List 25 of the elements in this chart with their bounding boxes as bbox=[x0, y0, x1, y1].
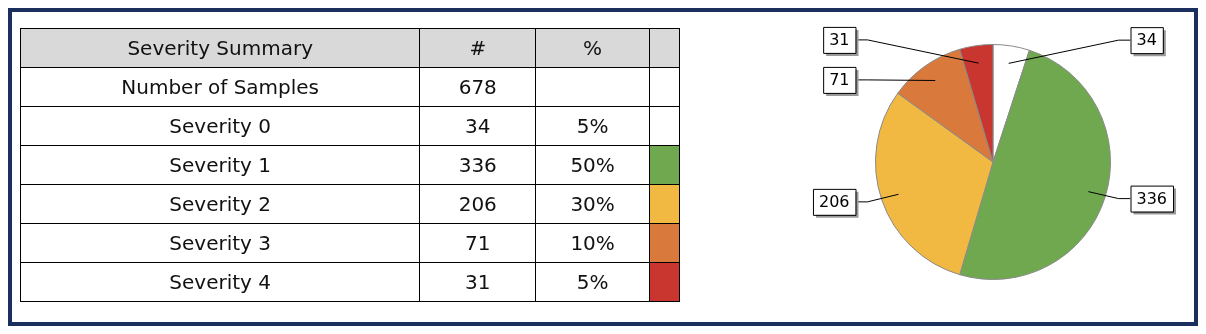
data-label: 31 bbox=[829, 30, 850, 50]
text: # bbox=[469, 36, 487, 60]
text: % bbox=[583, 36, 603, 60]
text: 31 bbox=[465, 270, 491, 294]
text: Severity Summary bbox=[127, 36, 313, 60]
text: 336 bbox=[458, 153, 497, 177]
text: 678 bbox=[458, 75, 497, 99]
text: 34 bbox=[465, 114, 491, 138]
text: 30% bbox=[570, 192, 615, 216]
text: 5% bbox=[576, 114, 609, 138]
text: 50% bbox=[570, 153, 615, 177]
text: Severity 0 bbox=[169, 114, 272, 138]
text: 5% bbox=[576, 270, 609, 294]
text: Number of Samples bbox=[121, 75, 320, 99]
text: 71 bbox=[465, 231, 491, 255]
data-label: 336 bbox=[1136, 188, 1168, 208]
text: Severity 1 bbox=[169, 153, 272, 177]
text: 206 bbox=[458, 192, 497, 216]
text: 10% bbox=[570, 231, 615, 255]
text: Severity 4 bbox=[169, 270, 272, 294]
data-label: 71 bbox=[829, 70, 850, 90]
data-label: 34 bbox=[1136, 30, 1157, 50]
data-label: 206 bbox=[818, 192, 850, 212]
text: Severity 2 bbox=[169, 192, 272, 216]
text: Severity 3 bbox=[169, 231, 272, 255]
